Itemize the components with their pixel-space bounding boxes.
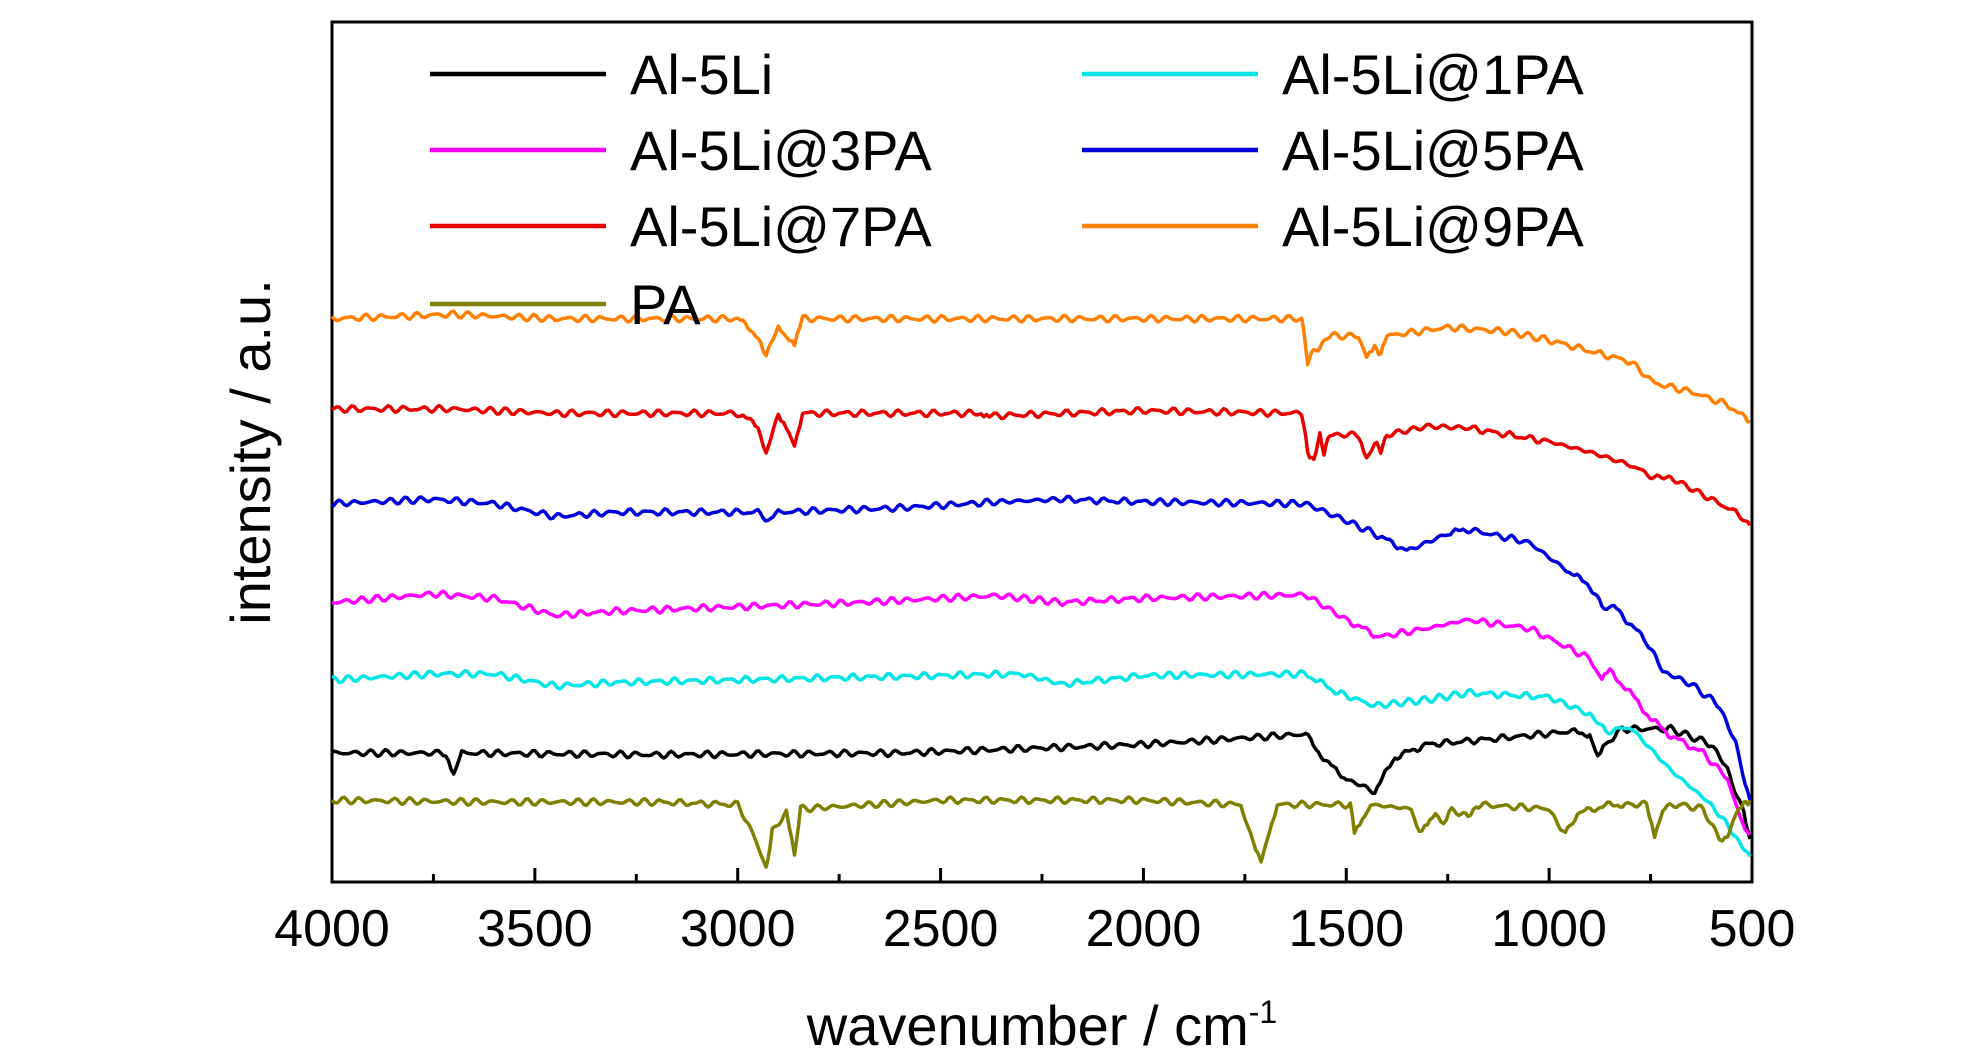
x-axis-title-superscript: -1: [1249, 994, 1277, 1030]
series-line-al-5li-1pa: [331, 668, 1752, 858]
series-line-al-5li-7pa: [331, 403, 1752, 527]
x-tick-label: 3500: [477, 900, 593, 958]
legend-label: Al-5Li@5PA: [1282, 119, 1584, 182]
legend-label: Al-5Li: [630, 43, 773, 106]
x-tick-label: 4000: [274, 900, 390, 958]
series-line-al-5li: [331, 723, 1752, 840]
series-line-al-5li-5pa: [330, 494, 1752, 801]
series-layer: [330, 309, 1752, 869]
legend-label: Al-5Li@3PA: [630, 119, 932, 182]
x-tick-label: 2500: [883, 900, 999, 958]
x-axis-title: wavenumber / cm-1: [806, 994, 1277, 1057]
legend-label: Al-5Li@1PA: [1282, 43, 1584, 106]
legend-label: Al-5Li@7PA: [630, 195, 932, 258]
x-tick-label: 1000: [1491, 900, 1607, 958]
series-line-al-5li-9pa: [330, 309, 1751, 424]
y-axis-title: intensity / a.u.: [219, 279, 282, 625]
legend-label: Al-5Li@9PA: [1282, 195, 1584, 258]
x-tick-label: 500: [1709, 900, 1796, 958]
x-tick-label: 2000: [1086, 900, 1202, 958]
x-tick-label: 1500: [1288, 900, 1404, 958]
series-line-al-5li-3pa: [331, 589, 1752, 836]
series-line-pa: [330, 795, 1752, 869]
legend: Al-5Li Al-5Li@1PA Al-5Li@3PA Al-5Li@5PA Al-5…: [430, 43, 1584, 336]
x-tick-label: 3000: [680, 900, 796, 958]
x-axis: 4000 3500 3000 2500 2000 1500 1000 500: [274, 868, 1795, 958]
legend-label: PA: [630, 273, 701, 336]
